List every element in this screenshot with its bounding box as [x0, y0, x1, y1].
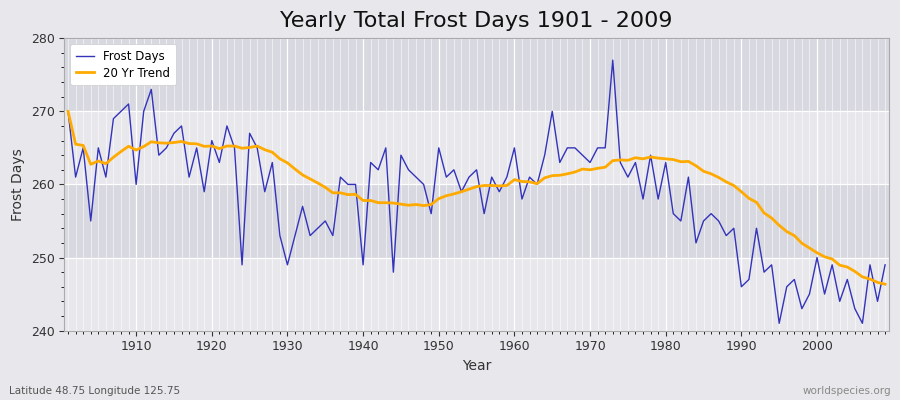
Frost Days	[63, 109, 74, 114]
Frost Days	[501, 175, 512, 180]
Frost Days	[509, 146, 520, 150]
20 Yr Trend	[501, 183, 512, 188]
Frost Days	[879, 262, 890, 267]
Text: worldspecies.org: worldspecies.org	[803, 386, 891, 396]
20 Yr Trend	[335, 190, 346, 195]
Frost Days	[123, 102, 134, 106]
Title: Yearly Total Frost Days 1901 - 2009: Yearly Total Frost Days 1901 - 2009	[280, 11, 673, 31]
20 Yr Trend	[879, 282, 890, 286]
Bar	[64, 184, 889, 258]
Bar	[64, 38, 889, 111]
Line: Frost Days: Frost Days	[68, 60, 885, 323]
Text: Latitude 48.75 Longitude 125.75: Latitude 48.75 Longitude 125.75	[9, 386, 180, 396]
Frost Days	[608, 58, 618, 62]
Frost Days	[774, 321, 785, 326]
Line: 20 Yr Trend: 20 Yr Trend	[68, 111, 885, 284]
20 Yr Trend	[123, 144, 134, 149]
20 Yr Trend	[509, 177, 520, 182]
Y-axis label: Frost Days: Frost Days	[11, 148, 25, 221]
X-axis label: Year: Year	[462, 359, 491, 373]
Frost Days	[290, 233, 301, 238]
20 Yr Trend	[63, 109, 74, 114]
Frost Days	[599, 146, 610, 150]
20 Yr Trend	[599, 165, 610, 170]
Legend: Frost Days, 20 Yr Trend: Frost Days, 20 Yr Trend	[70, 44, 176, 86]
Frost Days	[335, 175, 346, 180]
20 Yr Trend	[290, 167, 301, 172]
